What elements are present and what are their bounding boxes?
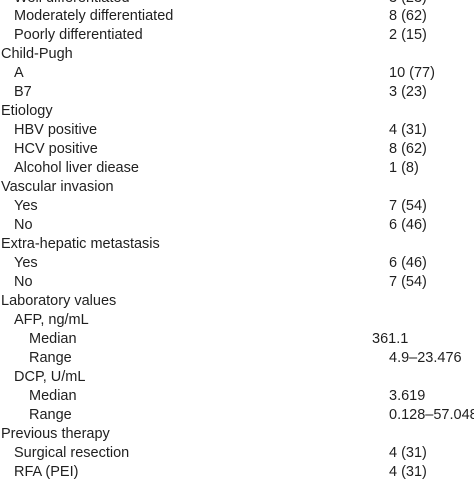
- row-label: Range: [29, 407, 72, 423]
- row-value: 3.619: [389, 388, 426, 404]
- row-label: Surgical resection: [14, 445, 130, 461]
- subsection-header: DCP, U/mL: [0, 368, 474, 387]
- table-row: Poorly differentiated 2 (15): [0, 26, 474, 45]
- row-value: 0.128–57.0488: [389, 407, 474, 423]
- row-label: HCV positive: [14, 141, 98, 157]
- subsection-header: AFP, ng/mL: [0, 311, 474, 330]
- row-label: B7: [14, 84, 32, 100]
- row-value: 6 (46): [389, 255, 427, 271]
- section-header: Child-Pugh: [0, 45, 474, 64]
- row-value: 4 (31): [389, 122, 427, 138]
- row-label: A: [14, 65, 24, 81]
- row-value: 4 (31): [389, 445, 427, 461]
- row-value: 8 (62): [389, 8, 427, 24]
- subsection-label: AFP, ng/mL: [14, 312, 89, 328]
- row-label: RFA (PEI): [14, 464, 79, 480]
- section-label: Previous therapy: [1, 426, 110, 442]
- row-value: 10 (77): [389, 65, 435, 81]
- row-value: 8 (62): [389, 141, 427, 157]
- row-label: Yes: [14, 198, 38, 214]
- table-row: HCV positive 8 (62): [0, 140, 474, 159]
- row-label: Alcohol liver diease: [14, 160, 139, 176]
- row-label: Median: [29, 388, 77, 404]
- table-row: Median 3.619: [0, 387, 474, 406]
- table-row: Moderately differentiated 8 (62): [0, 7, 474, 26]
- row-label: Range: [29, 350, 72, 366]
- section-label: Vascular invasion: [1, 179, 114, 195]
- row-label: Median: [29, 331, 77, 347]
- table-row: HBV positive 4 (31): [0, 121, 474, 140]
- section-label: Child-Pugh: [1, 46, 73, 62]
- table-row: Yes 7 (54): [0, 197, 474, 216]
- table-row: RFA (PEI) 4 (31): [0, 463, 474, 482]
- table-row: No 7 (54): [0, 273, 474, 292]
- row-value: 6 (46): [389, 217, 427, 233]
- section-header: Previous therapy: [0, 425, 474, 444]
- row-label: Moderately differentiated: [14, 8, 174, 24]
- section-label: Extra-hepatic metastasis: [1, 236, 160, 252]
- section-header: Etiology: [0, 102, 474, 121]
- table-row: Range 4.9–23.476: [0, 349, 474, 368]
- row-value: 7 (54): [389, 198, 427, 214]
- row-label: No: [14, 217, 33, 233]
- table-row: Alcohol liver diease 1 (8): [0, 159, 474, 178]
- row-label: No: [14, 274, 33, 290]
- table-row: A 10 (77): [0, 64, 474, 83]
- section-label: Etiology: [1, 103, 53, 119]
- table-row: No 6 (46): [0, 216, 474, 235]
- row-value: 7 (54): [389, 274, 427, 290]
- table-row: B7 3 (23): [0, 83, 474, 102]
- row-value: 2 (15): [389, 27, 427, 43]
- table-row: Yes 6 (46): [0, 254, 474, 273]
- section-header: Extra-hepatic metastasis: [0, 235, 474, 254]
- row-value: 1 (8): [389, 160, 419, 176]
- row-value: 361.1: [372, 331, 409, 347]
- row-label: Poorly differentiated: [14, 27, 143, 43]
- row-label: Well differentiated: [14, 0, 130, 8]
- table-row: Well differentiated 3 (23): [0, 0, 474, 8]
- row-value: 4 (31): [389, 464, 427, 480]
- row-value: 3 (23): [389, 0, 427, 8]
- section-label: Laboratory values: [1, 293, 117, 309]
- table-row: Range 0.128–57.0488: [0, 406, 474, 425]
- row-label: Yes: [14, 255, 38, 271]
- row-value: 3 (23): [389, 84, 427, 100]
- table-row: Surgical resection 4 (31): [0, 444, 474, 463]
- row-value: 4.9–23.476: [389, 350, 462, 366]
- table-row: Median 361.1: [0, 330, 474, 349]
- row-label: HBV positive: [14, 122, 98, 138]
- section-header: Laboratory values: [0, 292, 474, 311]
- section-header: Vascular invasion: [0, 178, 474, 197]
- subsection-label: DCP, U/mL: [14, 369, 86, 385]
